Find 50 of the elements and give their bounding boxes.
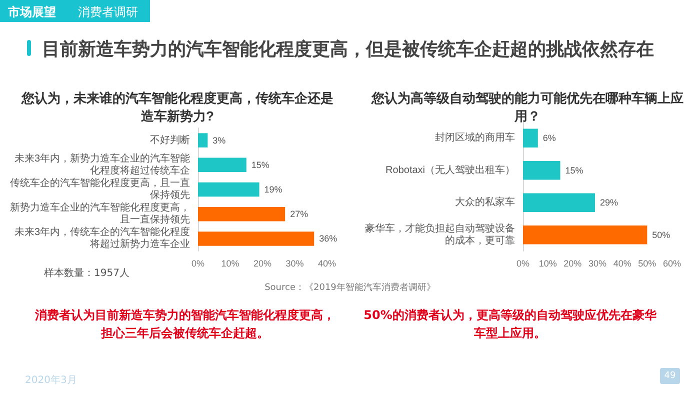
x-tick-label: 40% [613,258,632,268]
y-tick-label: 大众的私家车 [455,196,515,208]
text: 消费者认为目前新造车势力的智能汽车智能化程度更高，担心三年后会被传统车企赶超。 [34,307,336,342]
bar [198,158,246,172]
data-label: 6% [542,133,556,144]
y-tick-label: 豪华车，才能负担起自动驾驶设备的成本，更可靠 [365,222,515,246]
bar [523,193,596,212]
x-tick-label: 30% [588,258,607,268]
data-label: 3% [212,135,226,146]
y-tick-label: 未来3年内，新势力造车企业的汽车智能化程度将超过传统车企 [14,152,190,176]
text: 50%的消费者认为，更高等级的自动驾驶应优先在豪华车型上应用。 [362,307,658,342]
data-label: 50% [652,230,670,240]
data-label: 29% [600,198,618,208]
source-note: Source：《2019年智能汽车消费者调研》 [264,282,436,294]
bar [198,232,314,246]
text: 49 [660,368,680,384]
text: 2020年3月 [25,374,77,387]
y-tick-label: 未来3年内，传统车企的汽车智能化程度将超过新势力造车企业 [14,226,190,250]
data-label: 15% [565,165,584,176]
y-tick-label: 封闭区域的商用车 [435,132,515,144]
data-label: 15% [251,160,270,170]
x-tick-label: 0% [516,258,530,268]
bar [198,206,286,222]
bar [523,128,538,148]
bar [523,161,560,180]
bar [198,182,260,197]
chart-title: 您认为，未来谁的汽车智能化程度更高，传统车企还是造车新势力? [20,90,334,124]
x-tick-label: 30% [286,258,304,268]
x-tick-label: 50% [638,258,656,268]
bar [523,226,648,244]
y-tick-label: 不好判断 [150,134,190,146]
x-tick-label: 20% [564,258,582,268]
y-tick-label: Robotaxi（无人驾驶出租车） [386,164,515,176]
chart-title: 您认为高等级自动驾驶的能力可能优先在哪种车辆上应用？ [370,90,684,124]
bar [198,133,208,148]
text: 市场展望 [8,4,56,21]
text: 样本数量：1957人 [44,266,130,280]
x-tick-label: 10% [538,258,557,268]
x-tick-label: 40% [318,258,336,268]
y-tick-label: 传统车企的汽车智能化程度更高，且一直保持领先 [10,177,190,201]
x-tick-label: 60% [662,258,682,268]
data-label: 27% [290,209,308,220]
x-tick-label: 0% [191,258,205,268]
x-tick-label: 20% [253,258,272,268]
data-label: 19% [264,184,282,194]
text: 消费者调研 [78,4,138,21]
text: 目前新造车势力的汽车智能化程度更高，但是被传统车企赶超的挑战依然存在 [42,38,654,61]
data-label: 36% [319,234,338,244]
y-tick-label: 新势力造车企业的汽车智能化程度更高，且一直保持领先 [10,202,190,226]
x-tick-label: 10% [221,258,240,268]
